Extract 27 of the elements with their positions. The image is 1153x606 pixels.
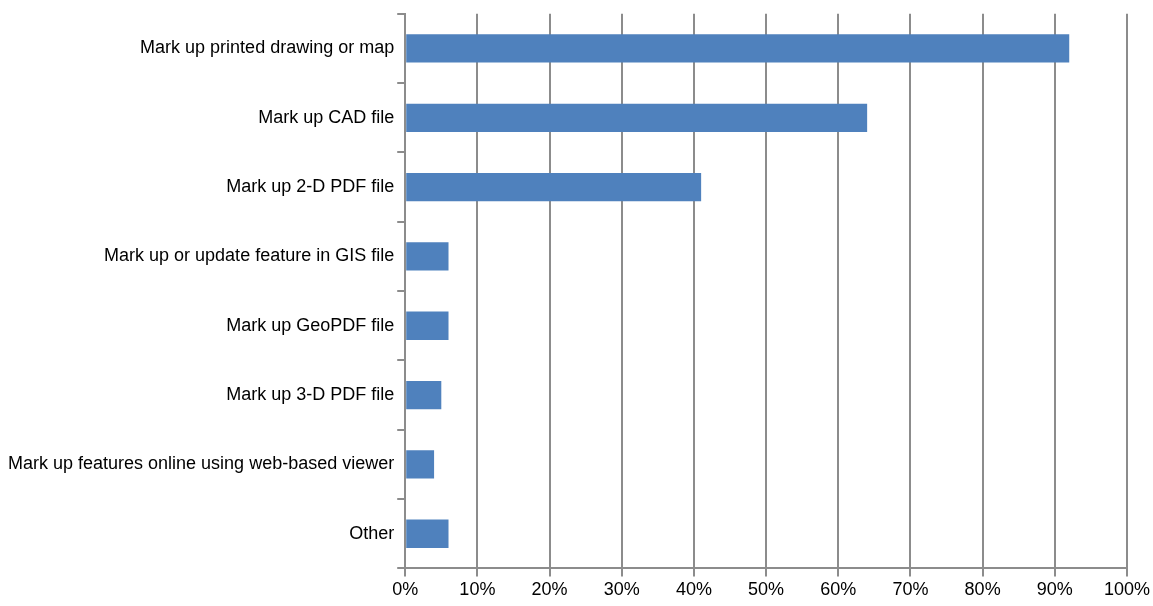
y-tick-label: Mark up or update feature in GIS file <box>104 245 395 266</box>
x-tick-label: 20% <box>531 579 568 600</box>
y-tick-label: Mark up 3-D PDF file <box>226 384 395 405</box>
bar <box>406 172 702 202</box>
x-tick-label: 10% <box>459 579 496 600</box>
x-tick-label: 30% <box>603 579 640 600</box>
x-tick-label: 60% <box>820 579 857 600</box>
x-tick-label: 40% <box>675 579 712 600</box>
x-tick-label: 50% <box>748 579 785 600</box>
y-tick-label: Mark up CAD file <box>258 106 395 127</box>
bar <box>406 311 449 340</box>
y-tick-label: Other <box>349 522 395 543</box>
bar <box>406 450 435 479</box>
bar <box>406 380 442 410</box>
y-tick-label: Mark up 2-D PDF file <box>226 176 395 197</box>
bar <box>406 34 1070 63</box>
bar <box>406 103 868 132</box>
x-tick-label: 0% <box>392 579 419 600</box>
x-tick-label: 90% <box>1036 579 1073 600</box>
x-tick-label: 70% <box>892 579 929 600</box>
x-tick-label: 100% <box>1103 579 1150 600</box>
y-tick-label: Mark up features online using web-based viewer <box>7 453 395 474</box>
y-tick-label: Mark up GeoPDF file <box>226 314 395 335</box>
bar <box>406 242 449 271</box>
y-tick-label: Mark up printed drawing or map <box>140 37 395 58</box>
x-tick-label: 80% <box>964 579 1001 600</box>
bar <box>406 519 449 548</box>
